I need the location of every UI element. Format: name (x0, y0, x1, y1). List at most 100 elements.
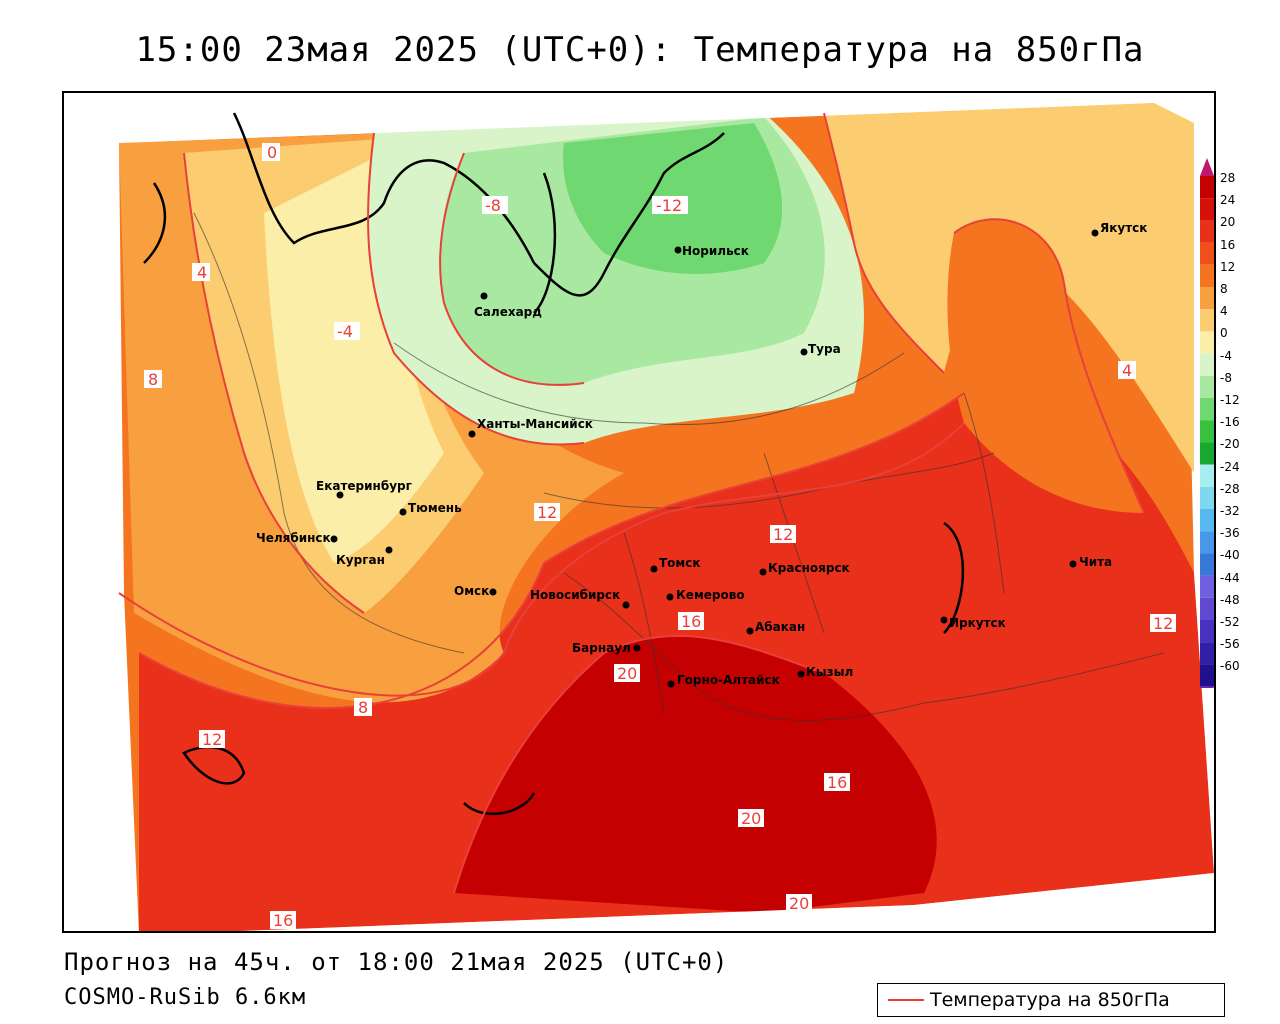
colorbar-tick-label: 8 (1220, 282, 1228, 296)
temperature-map: Норильск Салехард Тура Якутск Ханты-Манс… (64, 93, 1214, 931)
coastlines (143, 112, 965, 816)
colorbar-swatches (1200, 158, 1214, 688)
svg-text:4: 4 (1122, 361, 1132, 380)
colorbar-tick-label: -8 (1220, 370, 1232, 385)
legend-label: Температура на 850гПа (930, 989, 1170, 1011)
field-yellow-east (824, 103, 1194, 473)
isotherm-labels: 0 4 -4 -8 -12 8 12 16 20 20 12 12 4 8 12… (144, 143, 1176, 930)
colorbar-swatch (1200, 309, 1214, 332)
colorbar-swatch (1200, 287, 1214, 310)
svg-text:Томск: Томск (659, 556, 701, 570)
colorbar-swatch (1200, 486, 1214, 509)
colorbar-tick-label: -24 (1220, 459, 1240, 474)
svg-text:20: 20 (617, 664, 637, 683)
city-khanty: Ханты-Мансийск (468, 417, 593, 438)
svg-text:20: 20 (789, 894, 809, 913)
svg-text:Ханты-Мансийск: Ханты-Мансийск (477, 417, 593, 431)
colorbar-tick-label: 20 (1220, 215, 1236, 230)
map-panel: Норильск Салехард Тура Якутск Ханты-Манс… (62, 91, 1216, 933)
colorbar-swatch (1200, 242, 1214, 265)
colorbar-swatch (1200, 198, 1214, 221)
svg-text:16: 16 (273, 911, 293, 930)
city-chita: Чита (1069, 555, 1112, 569)
svg-text:Абакан: Абакан (755, 620, 805, 634)
svg-text:12: 12 (773, 525, 793, 544)
city-abakan: Абакан (746, 620, 805, 635)
city-ekaterinburg: Екатеринбург (316, 479, 412, 499)
svg-text:8: 8 (148, 370, 158, 389)
city-kyzyl: Кызыл (797, 665, 853, 679)
svg-text:16: 16 (681, 612, 701, 631)
temperature-colorbar: 28 24 20 16 12 8 4 0 -4 -8 -12 -16 -20 -24 -28 -32 -36 -4… (1200, 158, 1270, 688)
colorbar-tick-label: -20 (1220, 437, 1240, 452)
field-orange-east-tongue (947, 219, 1144, 513)
colorbar-tick-label: -60 (1220, 659, 1240, 674)
city-novosibirsk: Новосибирск (530, 588, 630, 609)
svg-text:Салехард: Салехард (474, 305, 542, 319)
city-irkutsk: Иркутск (940, 616, 1006, 630)
svg-text:8: 8 (358, 698, 368, 717)
colorbar-tick-label: -32 (1220, 504, 1240, 518)
city-krasnoyarsk: Красноярск (759, 561, 850, 576)
city-tomsk: Томск (650, 556, 701, 573)
field-darkred-core (454, 635, 937, 913)
svg-text:12: 12 (1153, 614, 1173, 633)
svg-text:Омск: Омск (454, 584, 489, 598)
colorbar-swatch (1200, 353, 1214, 376)
colorbar-tick-label: 0 (1220, 326, 1228, 341)
colorbar-swatch (1200, 597, 1214, 620)
map-legend: Температура на 850гПа (877, 983, 1225, 1017)
svg-text:Барнаул: Барнаул (572, 641, 631, 655)
colorbar-tick-label: 16 (1220, 237, 1236, 252)
svg-text:Новосибирск: Новосибирск (530, 588, 620, 602)
colorbar-swatch (1200, 642, 1214, 665)
colorbar-swatch (1200, 375, 1214, 398)
city-norilsk: Норильск (674, 244, 749, 258)
city-kemerovo: Кемерово (666, 588, 745, 602)
colorbar-tick-label: -40 (1220, 548, 1240, 563)
admin-borders (193, 212, 1165, 721)
colorbar-swatch (1200, 220, 1214, 243)
svg-text:Норильск: Норильск (682, 244, 749, 258)
colorbar-tick-label: 12 (1220, 259, 1236, 274)
svg-text:20: 20 (741, 809, 761, 828)
colorbar-swatch (1200, 509, 1214, 532)
svg-text:16: 16 (827, 773, 847, 792)
svg-text:4: 4 (197, 263, 207, 282)
forecast-info: Прогноз на 45ч. от 18:00 21мая 2025 (UTC… (64, 948, 729, 976)
svg-text:Кызыл: Кызыл (806, 665, 853, 679)
svg-text:-12: -12 (656, 196, 682, 215)
map-title: 15:00 23мая 2025 (UTC+0): Температура на… (135, 30, 1145, 70)
svg-text:Тура: Тура (808, 342, 841, 356)
svg-text:Якутск: Якутск (1100, 221, 1147, 235)
colorbar-swatch (1200, 553, 1214, 576)
colorbar-swatch (1200, 331, 1214, 354)
model-name: COSMO-RuSib 6.6км (64, 985, 307, 1010)
colorbar-swatch (1200, 664, 1214, 687)
svg-text:12: 12 (537, 503, 557, 522)
cities: Норильск Салехард Тура Якутск Ханты-Манс… (256, 221, 1147, 688)
city-barnaul: Барнаул (572, 641, 641, 655)
colorbar-tick-label: -36 (1220, 526, 1240, 541)
svg-text:-4: -4 (337, 322, 353, 341)
city-gorno-altaysk: Горно-Алтайск (667, 673, 780, 688)
svg-text:-8: -8 (485, 196, 501, 215)
colorbar-swatch (1200, 420, 1214, 443)
city-yakutsk: Якутск (1091, 221, 1147, 237)
city-tura: Тура (800, 342, 841, 356)
svg-text:Челябинск: Челябинск (256, 531, 331, 545)
colorbar-swatch (1200, 264, 1214, 287)
colorbar-tick-label: -52 (1220, 615, 1240, 629)
colorbar-tick-label: -44 (1220, 570, 1240, 585)
colorbar-top-arrow (1200, 158, 1214, 176)
colorbar-tick-label: -56 (1220, 637, 1240, 652)
svg-text:Красноярск: Красноярск (768, 561, 850, 575)
city-chelyabinsk: Челябинск (256, 531, 338, 545)
colorbar-tick-label: -48 (1220, 592, 1240, 607)
outside-domain-top (64, 93, 1214, 143)
colorbar-tick-label: 24 (1220, 193, 1236, 208)
svg-text:Тюмень: Тюмень (408, 501, 462, 515)
city-tyumen: Тюмень (399, 501, 462, 516)
colorbar-swatch (1200, 620, 1214, 643)
colorbar-tick-label: 4 (1220, 304, 1228, 319)
